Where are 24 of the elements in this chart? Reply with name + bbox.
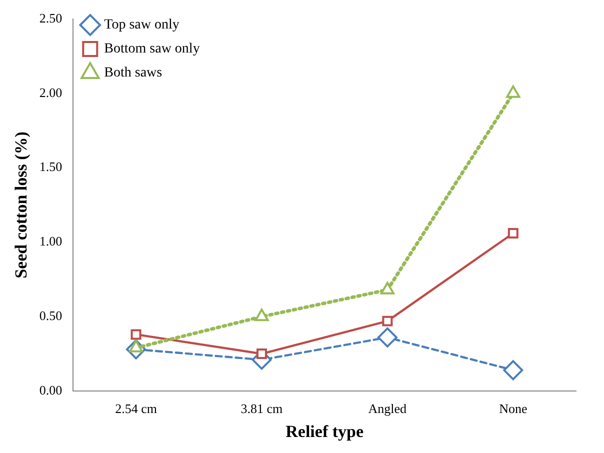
y-tick-label: 1.50 <box>39 159 62 174</box>
legend-label: Both saws <box>104 66 162 81</box>
x-tick-label: None <box>499 401 528 416</box>
legend-label: Bottom saw only <box>104 42 200 57</box>
point <box>503 360 524 380</box>
y-tick-label: 0.00 <box>39 382 62 398</box>
x-tick-label: 2.54 cm <box>115 401 157 416</box>
point <box>254 308 269 322</box>
point <box>256 348 267 360</box>
y-tick-label: 0.50 <box>39 308 62 324</box>
legend-label: Top saw only <box>104 18 180 33</box>
x-tick-label: 3.81 cm <box>240 401 283 416</box>
point <box>382 316 393 326</box>
x-axis-title: Relief type <box>286 422 364 442</box>
point <box>130 329 142 340</box>
point <box>380 282 394 294</box>
point <box>508 228 518 239</box>
y-tick-label: 1.00 <box>39 234 62 249</box>
x-tick-label: Angled <box>368 401 408 416</box>
y-tick-label: 2.50 <box>39 10 62 26</box>
y-axis-title: Seed cotton loss (%) <box>12 132 31 278</box>
y-tick-label: 2.00 <box>39 84 62 100</box>
point <box>377 327 398 348</box>
point <box>506 85 520 98</box>
